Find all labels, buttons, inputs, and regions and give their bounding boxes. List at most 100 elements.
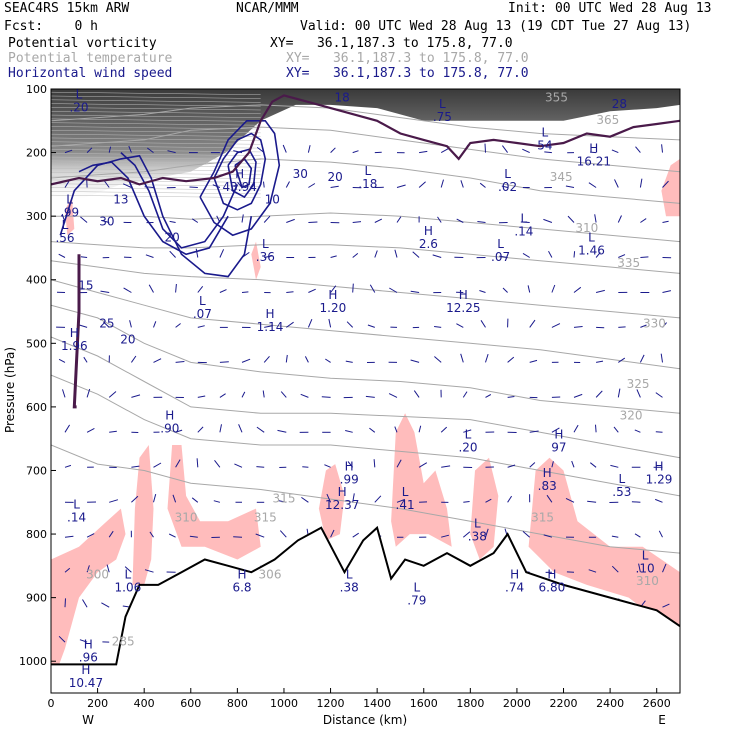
extremum-letter: L [76, 88, 83, 102]
extremum-value: 43.94 [223, 180, 257, 194]
wind-speed-contour-25 [199, 120, 281, 237]
wind-arrow [440, 426, 448, 433]
contour-label: 30 [99, 215, 114, 229]
wind-arrow [325, 358, 331, 363]
wind-arrow [543, 534, 553, 538]
theta-contour-320 [51, 304, 680, 414]
wind-arrow [277, 429, 287, 433]
extremum-marker: L.14 [514, 212, 533, 239]
extremum-value: .75 [433, 110, 452, 124]
y-tick-label: 200 [26, 147, 47, 160]
wind-arrow [153, 462, 162, 468]
wind-arrow [441, 534, 450, 538]
wind-arrow [191, 218, 199, 223]
y-tick-label: 1000 [19, 655, 47, 668]
wind-arrow [219, 393, 226, 398]
extremum-marker: L.75 [433, 97, 452, 124]
moist-region [167, 445, 261, 560]
extremum-letter: L [504, 167, 511, 181]
moist-region [251, 241, 261, 280]
terrain-line [51, 525, 680, 666]
extremum-value: .99 [340, 473, 359, 487]
wind-arrow [589, 462, 597, 468]
wind-arrow [175, 429, 183, 433]
wind-arrow [189, 535, 198, 538]
wind-arrow [122, 183, 132, 188]
extremum-letter: L [346, 568, 353, 582]
wind-arrow [463, 429, 472, 433]
wind-arrow [618, 254, 626, 258]
extremum-value: 12.37 [325, 498, 359, 512]
extremum-value: .14 [514, 225, 533, 239]
wind-arrow [307, 319, 313, 328]
wind-arrow [418, 181, 426, 188]
wind-arrow [263, 355, 270, 363]
wind-arrow [456, 218, 464, 223]
wind-arrow [507, 356, 515, 363]
wind-arrow [330, 529, 335, 538]
wind-arrow [213, 500, 221, 503]
wind-arrow [412, 251, 420, 258]
extremum-value: 12.25 [446, 301, 480, 315]
wind-arrow [101, 219, 110, 223]
wind-arrow [529, 430, 539, 433]
x-tick-label: 2200 [550, 697, 578, 710]
wind-arrow [662, 220, 669, 223]
extremum-value: .07 [193, 307, 212, 321]
wind-arrow [611, 565, 619, 573]
wind-arrow [419, 150, 428, 154]
wind-arrow [219, 289, 227, 293]
contour-labels: 18 355 28 365 30 20 345 13 10 30 310 20 335 15 330 25 20… [78, 91, 666, 649]
field-wind-name: Horizontal wind speed [8, 66, 173, 81]
x-tick-label: 1600 [410, 697, 438, 710]
wind-arrow [153, 321, 157, 328]
wind-arrow [262, 390, 265, 398]
wind-arrow [149, 531, 154, 538]
extremum-letter: L [618, 472, 625, 486]
pv-hatch [51, 160, 261, 164]
wind-arrow [573, 393, 583, 398]
wind-arrow [441, 465, 451, 468]
wind-arrow [396, 459, 402, 468]
wind-arrow [129, 320, 132, 328]
extremum-letter: H [265, 307, 274, 321]
wind-arrow [352, 150, 359, 154]
wind-arrow [573, 326, 583, 328]
extremum-letter: H [235, 167, 244, 181]
pv-shade-region [51, 89, 680, 204]
x-tick-label: 400 [134, 697, 155, 710]
wind-arrow [434, 326, 442, 328]
extremum-marker: L.07 [491, 237, 510, 264]
wind-arrow [58, 635, 66, 643]
wind-arrow [64, 598, 66, 608]
extremum-letter: L [364, 164, 371, 178]
wind-arrow [233, 536, 243, 538]
wind-arrow [219, 249, 225, 258]
center-label: NCAR/MMM [236, 1, 299, 16]
wind-arrow [639, 354, 645, 363]
extremum-marker: H12.25 [446, 288, 480, 315]
extremum-marker: L.20 [69, 88, 88, 115]
contour-label: 345 [550, 170, 573, 184]
extremum-marker: H1.14 [257, 307, 284, 334]
wind-arrow [565, 497, 575, 503]
extremum-marker: L.14 [67, 498, 86, 525]
pv-hatch [51, 137, 261, 141]
terrain [51, 525, 680, 693]
wind-speed-contour-20 [120, 152, 239, 249]
field-theta-xy: XY= 36.1,187.3 to 175.8, 77.0 [286, 51, 529, 66]
extremum-marker: L1.06 [115, 568, 142, 595]
wind-arrow [396, 184, 406, 188]
wind-arrow [106, 564, 110, 573]
extremum-value: .56 [55, 231, 74, 245]
extremum-letter: H [84, 638, 93, 652]
wind-arrow [86, 533, 95, 538]
extremum-value: .74 [505, 581, 524, 595]
wind-arrow [197, 395, 206, 398]
contour-label: 320 [620, 409, 643, 423]
forecast-hour: Fcst: 0 h [4, 19, 98, 34]
wind-arrow [596, 360, 604, 363]
pv-hatch [51, 145, 261, 149]
wind-arrow [394, 249, 398, 258]
